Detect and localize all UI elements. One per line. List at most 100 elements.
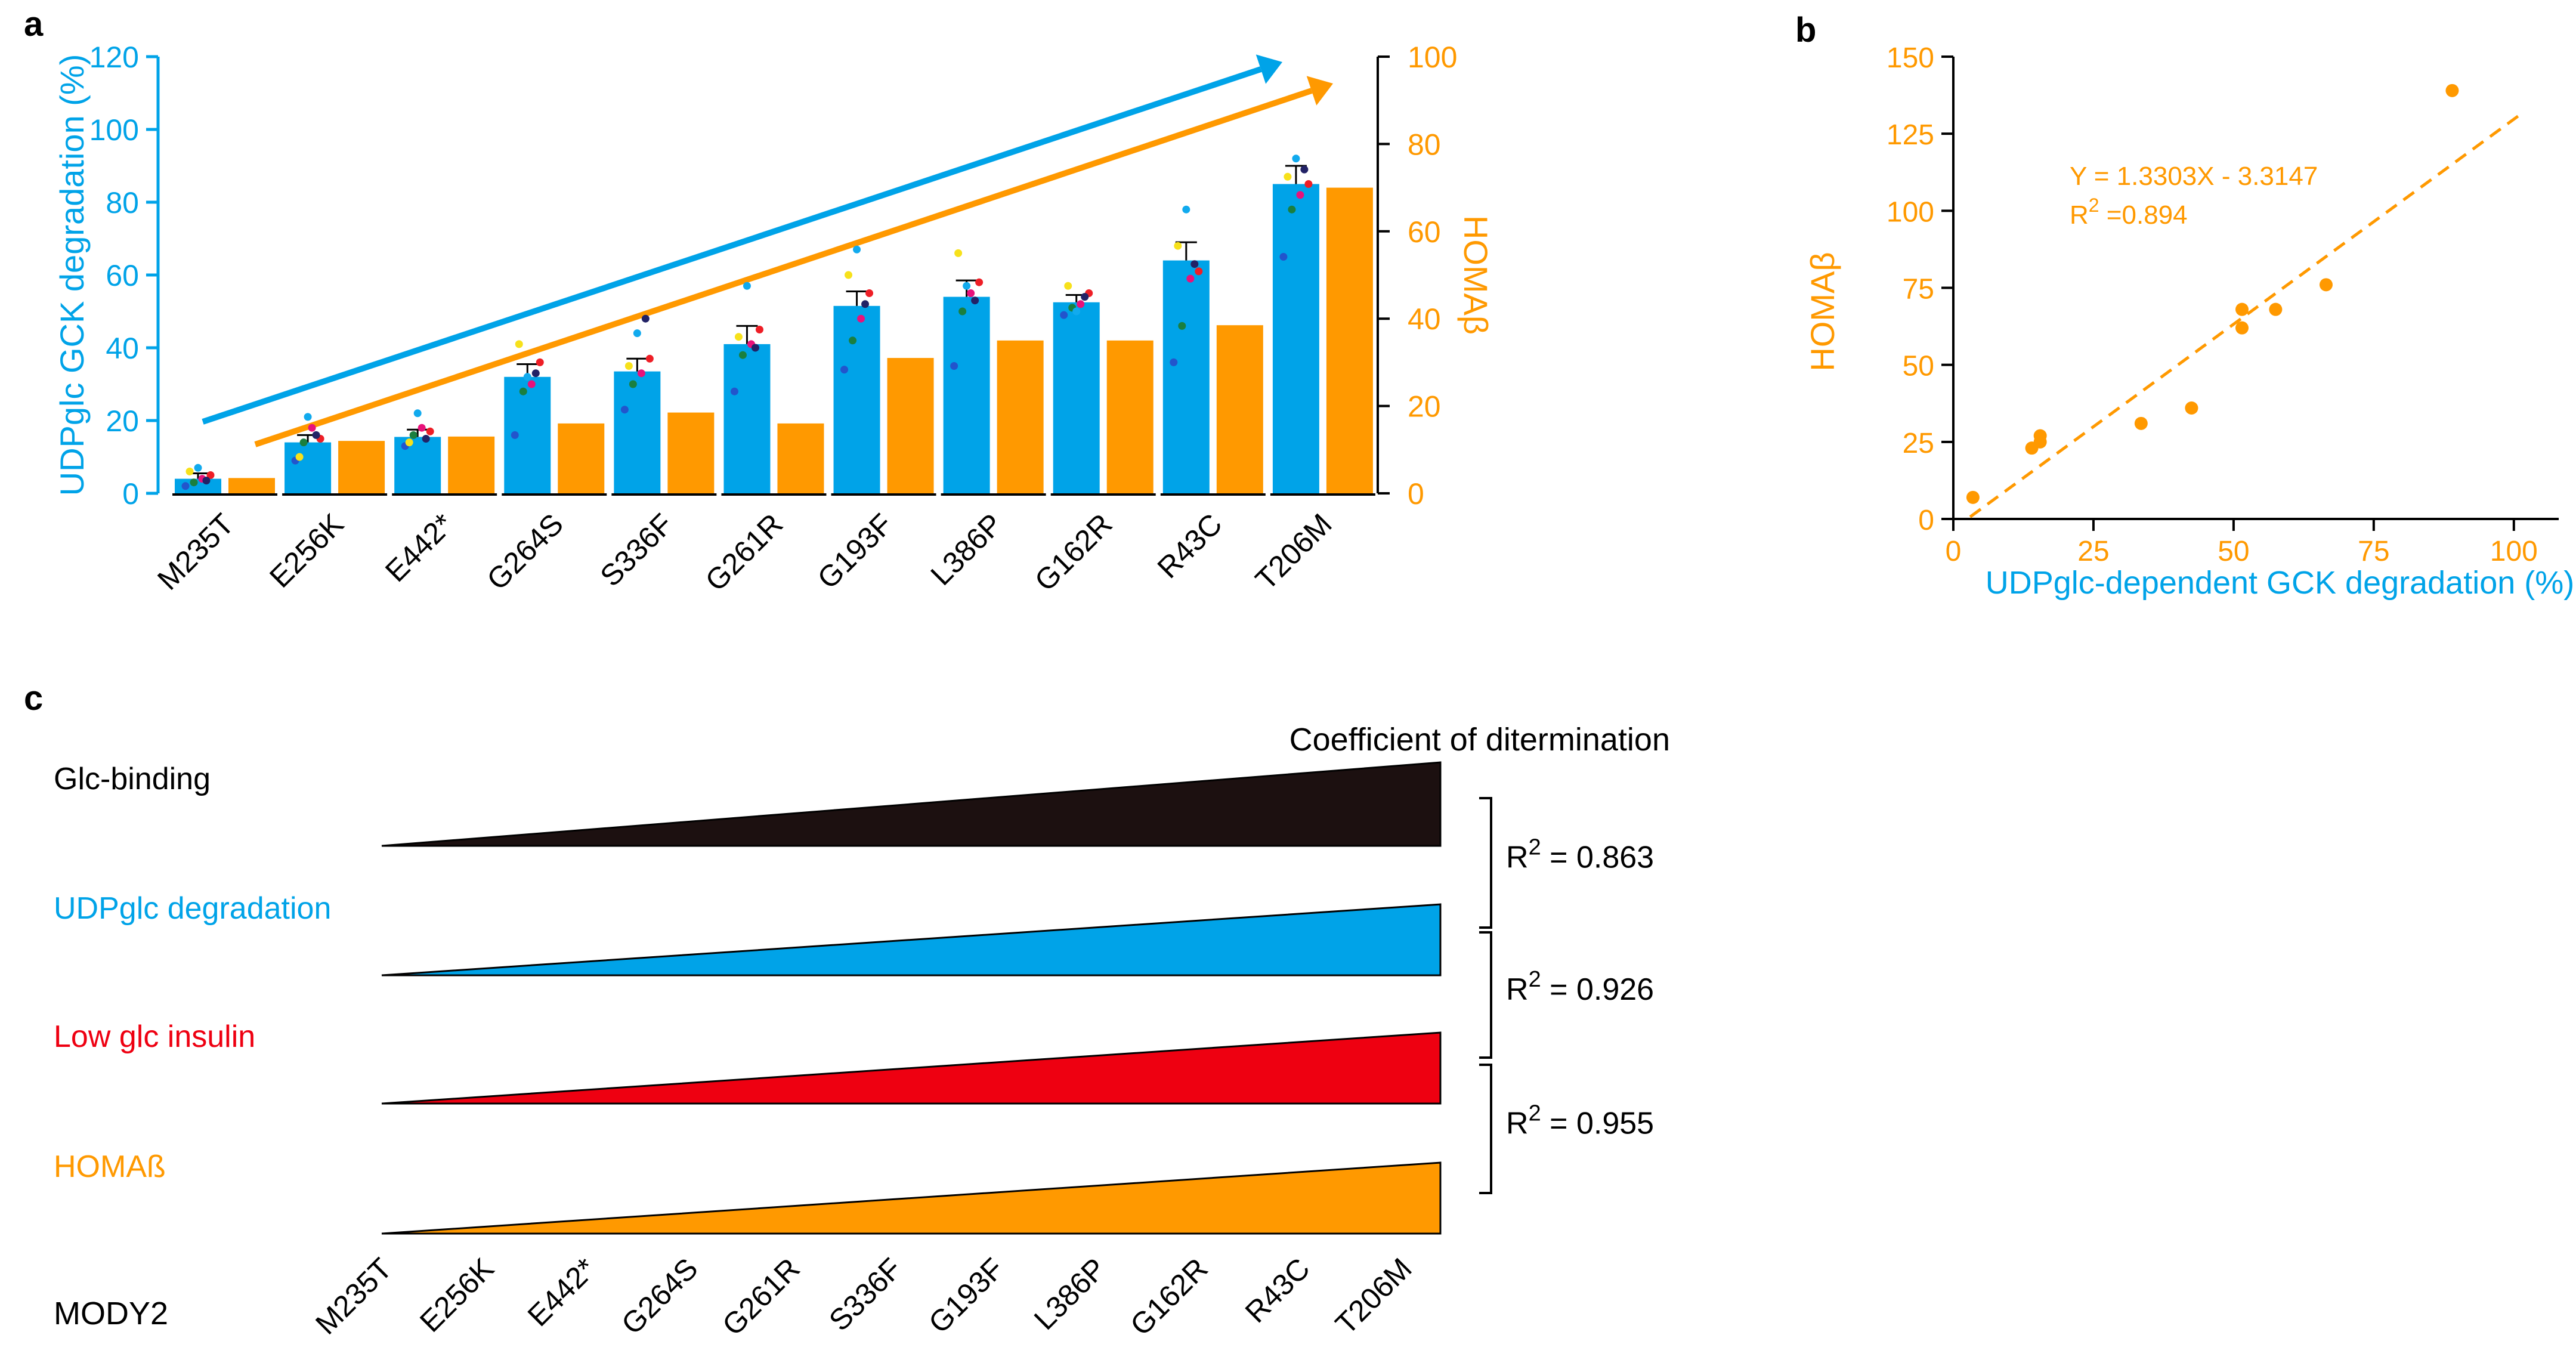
replicate-dot (1064, 282, 1072, 290)
scatter-point (2269, 302, 2283, 316)
bar-degradation (833, 305, 880, 493)
replicate-dot (1279, 253, 1288, 261)
axes: 0 25 50 75 100 125 150 0 25 50 75 100 (1887, 42, 2559, 567)
replicate-dot (409, 431, 418, 439)
bar-homab (997, 340, 1044, 493)
replicate-dot (1300, 165, 1309, 174)
replicate-dot (1284, 172, 1292, 181)
x-tick-label: E256K (263, 507, 350, 594)
y-tick-label: 100 (1887, 196, 1934, 228)
y-tick-label: 25 (1903, 428, 1934, 459)
bar-homab (1326, 187, 1373, 494)
x-tick-label: L386P (924, 507, 1009, 592)
replicate-dot (202, 477, 211, 485)
ranking-label: G264S (615, 1251, 704, 1341)
replicate-dot (422, 435, 430, 443)
r2-value: = 0.863 (1541, 840, 1654, 875)
panel-c-wedge-ranking: Coefficient of ditermination Glc-binding… (54, 722, 1670, 1342)
trend-arrow-head (1306, 76, 1333, 106)
right-tick-label: 40 (1408, 302, 1441, 336)
scatter-point (2185, 401, 2198, 415)
bar-degradation (284, 442, 332, 493)
r2-letter: R (1506, 840, 1529, 875)
wedge (381, 903, 1442, 976)
replicate-dot (849, 336, 857, 345)
bar-homab (558, 423, 605, 493)
r2-exponent: 2 (2089, 194, 2099, 216)
bar-degradation (723, 344, 771, 493)
scatter-point (2235, 321, 2249, 335)
bar-homab (667, 412, 715, 493)
wedge-row-label: HOMAß (54, 1149, 166, 1184)
y-axis-label: HOMAβ (1804, 252, 1841, 371)
replicate-dot (304, 413, 312, 421)
x-tick-label: G193F (811, 507, 899, 595)
panel-a-bar-chart: 0 20 40 60 80 100 120 0 20 40 60 80 100 M235T E256K E4… (53, 41, 1495, 598)
replicate-dot (185, 467, 194, 475)
bar-degradation (1162, 260, 1210, 493)
replicate-dot (1195, 267, 1203, 276)
correlation-value: R2 = 0.926 (1506, 967, 1654, 1007)
replicate-dot (620, 406, 629, 414)
r2-letter: R (1506, 1107, 1529, 1141)
replicate-dot (734, 333, 743, 341)
replicate-dot (1077, 300, 1085, 308)
replicate-dot (1182, 205, 1190, 214)
r2-exponent: 2 (1529, 1101, 1541, 1126)
ranking-label: S336F (822, 1251, 908, 1337)
y-axis-label: UDPglc GCK degradation (%) (53, 54, 91, 496)
left-tick-label: 100 (89, 113, 139, 147)
wedge-rows: Glc-binding UDPglc degradation Low glc ins… (54, 761, 1442, 1235)
ranking-labels: M235T E256K E442* G264S G261R S336F G193F L386P… (309, 1251, 1418, 1342)
r2-exponent: 2 (1529, 835, 1541, 860)
replicate-dot (730, 387, 738, 395)
axes: 0 20 40 60 80 100 120 0 20 40 60 80 100 (89, 41, 1458, 511)
y-tick-label: 75 (1903, 274, 1934, 305)
replicate-dot (194, 463, 202, 472)
ranking-label: G193F (922, 1251, 1010, 1340)
replicate-dot (857, 314, 865, 323)
replicate-dot (967, 289, 975, 297)
r2-exponent: 2 (1529, 967, 1541, 992)
replicate-dot (637, 369, 645, 378)
x-tick-label: G264S (480, 507, 570, 597)
scatter-points (1966, 84, 2459, 504)
replicate-dot (950, 362, 958, 370)
x-tick-label: 25 (2077, 536, 2109, 567)
replicate-dot (755, 326, 763, 333)
replicate-dot (511, 431, 519, 439)
bracket (1479, 931, 1492, 1059)
trend-arrow-shaft (202, 66, 1262, 425)
replicate-dot (418, 424, 426, 432)
right-tick-label: 100 (1408, 41, 1457, 74)
x-tick-label: 50 (2218, 536, 2249, 567)
replicate-dot (1170, 358, 1178, 366)
mody2-label: MODY2 (54, 1296, 168, 1331)
panel-label-a: a (24, 5, 44, 44)
replicate-dot (523, 373, 531, 381)
left-tick-label: 80 (106, 186, 139, 220)
right-tick-label: 20 (1408, 390, 1441, 424)
r2-value: = 0.926 (1541, 972, 1654, 1007)
coefficient-title: Coefficient of ditermination (1289, 722, 1670, 758)
right-tick-label: 0 (1408, 477, 1424, 511)
replicate-dot (1292, 154, 1300, 163)
replicate-dot (1190, 260, 1199, 268)
left-tick-label: 60 (106, 259, 139, 292)
bar-homab (777, 423, 824, 493)
bar-homab (1216, 325, 1263, 493)
replicate-dot (840, 366, 849, 374)
left-tick-label: 120 (89, 41, 139, 74)
replicate-dot (1296, 191, 1304, 199)
panel-b-scatter-chart: 0 25 50 75 100 125 150 0 25 50 75 100 Y = 1.3303X -… (1804, 42, 2574, 601)
bracket (1479, 797, 1492, 929)
ranking-label: E256K (413, 1251, 500, 1339)
replicate-dot (531, 369, 540, 378)
replicate-dots (181, 154, 1313, 490)
replicate-dot (413, 409, 422, 418)
scatter-point (2319, 278, 2333, 292)
replicate-dot (1288, 205, 1296, 214)
scatter-point (2033, 429, 2047, 443)
replicate-dot (295, 453, 304, 461)
replicate-dot (629, 380, 637, 388)
